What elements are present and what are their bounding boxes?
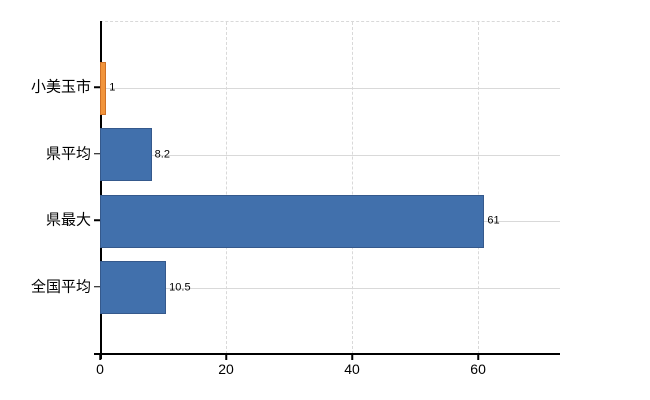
category-gridline [100, 154, 560, 156]
x-tick-label: 20 [218, 361, 234, 377]
bar-2 [100, 128, 152, 182]
vertical-gridline [352, 22, 354, 354]
bar-value-label: 10.5 [169, 281, 191, 294]
x-axis-line [94, 353, 560, 355]
y-axis-line [100, 21, 102, 359]
y-axis-tick [94, 285, 100, 288]
vertical-gridline [478, 22, 480, 354]
y-axis-tick [94, 153, 100, 155]
y-axis-tick [94, 219, 100, 221]
x-tick-label: 40 [344, 361, 360, 377]
plot-area: 1 8.2 61 10.5 [100, 21, 560, 354]
x-axis-tick [477, 353, 479, 360]
y-axis-tick [94, 86, 100, 89]
bar-value-label: 8.2 [154, 148, 170, 161]
category-label: 全国平均 [30, 278, 91, 296]
bar-value-label: 61 [487, 214, 500, 227]
x-axis-tick [225, 353, 227, 360]
bar-value-label: 1 [109, 81, 116, 94]
category-label: 県最大 [45, 211, 91, 229]
bar-4 [100, 261, 167, 315]
x-tick-label: 0 [96, 361, 104, 377]
x-tick-label: 60 [470, 361, 486, 377]
category-label: 県平均 [45, 145, 91, 163]
category-gridline [100, 88, 560, 90]
category-label: 小美玉市 [30, 78, 91, 96]
category-gridline [100, 287, 560, 289]
x-axis-tick [99, 353, 101, 360]
vertical-gridline [226, 22, 228, 354]
bar-3 [100, 194, 485, 248]
x-axis-tick [351, 353, 353, 360]
bar-1 [100, 61, 107, 115]
